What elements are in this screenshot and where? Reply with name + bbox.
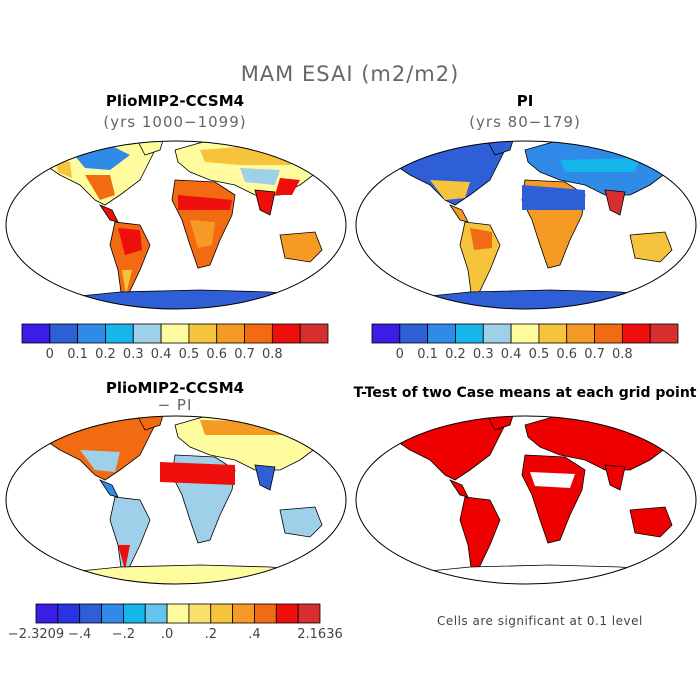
colorbar-3-cell [232, 603, 255, 624]
colorbar-2-cell [538, 323, 568, 344]
greenland-1 [134, 141, 166, 156]
colorbar-1-tick-label: 0.4 [150, 347, 172, 362]
map-panel-4 [356, 416, 696, 584]
colorbar-1-cell [21, 323, 51, 344]
colorbar-3-cell [57, 603, 81, 624]
colorbar-1-tick-label: 0.5 [178, 347, 200, 362]
colorbar-2 [371, 323, 679, 344]
na-east-1 [85, 175, 115, 200]
colorbar-2-tick-label: 0.5 [528, 347, 550, 362]
panel2-title: PI [516, 92, 534, 110]
colorbar-3 [35, 603, 321, 624]
map-panel-3 [6, 416, 346, 584]
colorbar-1-cell [188, 323, 218, 344]
panel3-title: PlioMIP2-CCSM4 [105, 379, 245, 397]
colorbar-3-tick-label: .0 [160, 627, 174, 642]
colorbar-1-cell [299, 323, 329, 344]
map-panel-2 [356, 141, 696, 309]
panel3-subtitle: − PI [157, 396, 193, 414]
colorbar-3-tick-label: 2.1636 [297, 627, 343, 642]
colorbar-1-cell [49, 323, 79, 344]
colorbar-1-cell [132, 323, 162, 344]
significance-note: Cells are significant at 0.1 level [437, 614, 643, 628]
india-4 [604, 464, 626, 491]
colorbar-1-tick-label: 0.8 [262, 347, 283, 362]
colorbar-2-cell [371, 323, 401, 344]
colorbar-2-tick-label: 0.6 [556, 347, 578, 362]
map-outline-3 [5, 415, 347, 585]
colorbar-2-tick-label: 0.2 [445, 347, 466, 362]
colorbar-2-cell [594, 323, 623, 344]
colorbar-3-cell [101, 603, 124, 624]
australia-4 [629, 506, 673, 538]
colorbar-1-tick-label: 0.2 [95, 347, 116, 362]
colorbar-2-cell [482, 323, 512, 344]
australia-1 [279, 231, 323, 263]
colorbar-1-cell [271, 323, 301, 344]
colorbar-3-cell [35, 603, 59, 624]
australia-2 [629, 231, 673, 263]
colorbar-2-cell [399, 323, 429, 344]
colorbar-3-tick-label: −.2 [111, 627, 136, 642]
colorbar-2-tick-label: 0.3 [472, 347, 494, 362]
colorbar-1-cell [105, 323, 134, 344]
colorbar-3-cell [79, 603, 102, 624]
map-outline-1 [5, 140, 347, 310]
colorbar-3-cell [166, 603, 190, 624]
colorbar-1-tick-label: 0.1 [67, 347, 88, 362]
india-2 [604, 189, 626, 216]
colorbar-3-cell [188, 603, 212, 624]
land-4 [388, 416, 681, 584]
colorbar-2-tick-label: 0 [395, 347, 404, 362]
colorbar-1-tick-label: 0 [45, 347, 54, 362]
colorbar-3-cell [144, 603, 168, 624]
colorbar-1-tick-label: 0.6 [206, 347, 228, 362]
figure-title: MAM ESAI (m2/m2) [240, 62, 460, 86]
panel2-subtitle: (yrs 80−179) [469, 113, 581, 131]
colorbar-2-cell [649, 323, 679, 344]
australia-3 [279, 506, 323, 538]
colorbar-3-cell [210, 603, 234, 624]
colorbar-3-tick-label: .4 [248, 627, 261, 642]
map-outline-4 [355, 415, 697, 585]
colorbar-3-cell [122, 603, 146, 624]
colorbar-2-tick-label: 0.1 [417, 347, 438, 362]
colorbar-2-cell [455, 323, 484, 344]
map-panel-1 [6, 141, 346, 309]
colorbar-3-tick-label: −2.3209 [7, 627, 65, 642]
colorbar-1-cell [216, 323, 245, 344]
greenland-4 [484, 416, 516, 431]
colorbar-1-cell [244, 323, 273, 344]
panel4-title: T-Test of two Case means at each grid po… [353, 385, 697, 401]
colorbar-3-tick-label: −.4 [68, 627, 92, 642]
greenland-3 [134, 416, 166, 431]
colorbar-3-cell [254, 603, 277, 624]
colorbar-2-tick-label: 0.8 [612, 347, 633, 362]
panel1-subtitle: (yrs 1000−1099) [103, 113, 247, 131]
colorbar-3-cell [275, 603, 299, 624]
colorbar-1-cell [77, 323, 106, 344]
colorbar-1-cell [160, 323, 190, 344]
colorbar-1 [21, 323, 329, 344]
colorbar-2-cell [566, 323, 595, 344]
panel1-title: PlioMIP2-CCSM4 [105, 92, 245, 110]
colorbar-1-tick-label: 0.3 [122, 347, 144, 362]
colorbar-2-cell [427, 323, 456, 344]
colorbar-2-tick-label: 0.4 [500, 347, 522, 362]
greenland-2 [484, 141, 516, 156]
colorbar-2-cell [510, 323, 540, 344]
colorbar-2-cell [621, 323, 651, 344]
colorbar-2-tick-label: 0.7 [584, 347, 605, 362]
map-outline-2 [355, 140, 697, 310]
colorbar-3-tick-label: .2 [204, 627, 217, 642]
colorbar-3-cell [297, 603, 321, 624]
india-3 [254, 464, 276, 491]
india-1 [254, 189, 276, 216]
colorbar-1-tick-label: 0.7 [234, 347, 255, 362]
